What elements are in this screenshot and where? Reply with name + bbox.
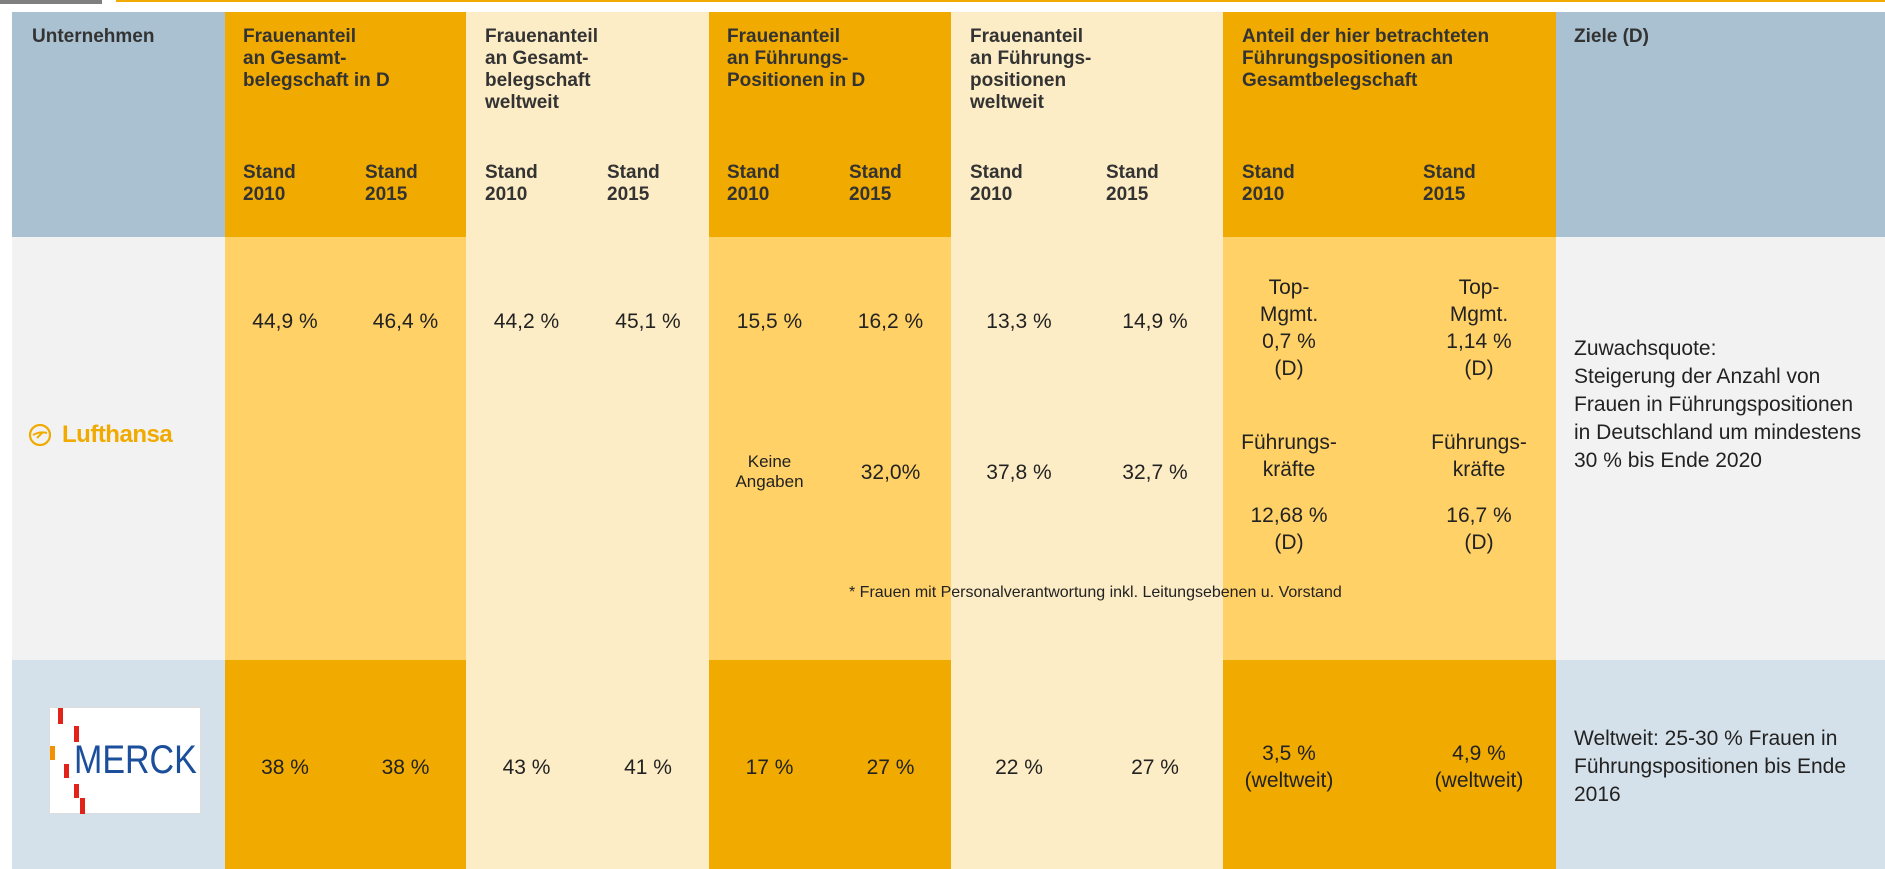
merck-text: MERCK bbox=[74, 738, 197, 782]
cell-bg bbox=[1556, 660, 1885, 869]
cell-bg bbox=[225, 660, 466, 869]
value: 12,68 % (D) bbox=[1250, 504, 1328, 554]
lufthansa-text: Lufthansa bbox=[62, 421, 173, 448]
cell-bg bbox=[466, 660, 709, 869]
value: 22 % bbox=[995, 755, 1043, 779]
value: 44,9 % bbox=[252, 309, 318, 333]
header-group-title: Frauenanteil an Führungs- positionen wel… bbox=[970, 26, 1092, 113]
value: 17 % bbox=[745, 755, 794, 779]
logo-bar bbox=[64, 764, 69, 778]
value: 27 % bbox=[1131, 755, 1179, 779]
value: 41 % bbox=[624, 755, 672, 779]
cell-bg bbox=[951, 12, 1223, 237]
value: 16,2 % bbox=[857, 309, 924, 333]
value: 14,9 % bbox=[1122, 309, 1188, 333]
footnote: * Frauen mit Personalverantwortung inkl.… bbox=[849, 584, 1342, 601]
value: 38 % bbox=[381, 755, 430, 779]
header-stand: Stand 2015 bbox=[365, 162, 418, 205]
header-stand: Stand 2010 bbox=[727, 162, 780, 205]
lufthansa-logo: Lufthansa bbox=[28, 420, 218, 450]
header-group-title: Frauenanteil an Gesamt- belegschaft welt… bbox=[485, 26, 598, 113]
value: Führungs- kräfte bbox=[1431, 431, 1527, 481]
cell-bg bbox=[951, 660, 1223, 869]
cell-bg bbox=[466, 237, 709, 660]
value: 45,1 % bbox=[615, 309, 681, 333]
header-group-title: Anteil der hier betrachteten Führungspos… bbox=[1242, 26, 1490, 91]
header-goals: Ziele (D) bbox=[1574, 26, 1649, 47]
value: Top- Mgmt. 0,7 % (D) bbox=[1259, 276, 1319, 380]
value: Führungs- kräfte bbox=[1241, 431, 1337, 481]
header-stand: Stand 2015 bbox=[1423, 162, 1476, 205]
logo-bar bbox=[80, 798, 85, 814]
top-bar bbox=[0, 0, 102, 4]
value: 43 % bbox=[502, 755, 551, 779]
value: 15,5 % bbox=[736, 309, 803, 333]
header-stand: Stand 2015 bbox=[607, 162, 660, 205]
header-company: Unternehmen bbox=[32, 26, 155, 47]
header-stand: Stand 2010 bbox=[1242, 162, 1295, 205]
cell-bg bbox=[709, 12, 951, 237]
logo-bar bbox=[74, 726, 79, 742]
lufthansa-crane bbox=[28, 423, 52, 447]
merck-logo: MERCK bbox=[49, 707, 201, 814]
goals-text: Weltweit: 25-30 % Frauen in Führungsposi… bbox=[1574, 727, 1847, 806]
value: 3,5 % (weltweit) bbox=[1244, 742, 1334, 792]
cell-bg bbox=[709, 237, 951, 660]
header-stand: Stand 2010 bbox=[243, 162, 296, 205]
cell-bg bbox=[12, 237, 225, 660]
cell-bg bbox=[951, 237, 1223, 660]
logo-bar bbox=[58, 708, 63, 724]
cell-bg bbox=[709, 660, 951, 869]
logo-bar bbox=[50, 746, 55, 760]
header-stand: Stand 2015 bbox=[849, 162, 902, 205]
value: 16,7 % (D) bbox=[1446, 504, 1512, 554]
cell-bg bbox=[1223, 12, 1556, 237]
value: Top- Mgmt. 1,14 % (D) bbox=[1446, 276, 1512, 380]
cell-bg bbox=[1223, 237, 1556, 660]
value: 4,9 % (weltweit) bbox=[1434, 742, 1524, 792]
header-group-title: Frauenanteil an Gesamt- belegschaft in D bbox=[243, 26, 390, 91]
value: 27 % bbox=[866, 755, 915, 779]
value: 38 % bbox=[261, 755, 309, 779]
cell-bg bbox=[1556, 237, 1885, 660]
header-stand: Stand 2015 bbox=[1106, 162, 1159, 205]
cell-bg bbox=[12, 12, 225, 237]
value: Keine Angaben bbox=[735, 452, 804, 491]
cell-bg bbox=[466, 12, 709, 237]
goals-text: Zuwachsquote: Steigerung der Anzahl von … bbox=[1574, 337, 1862, 472]
cell-bg bbox=[225, 237, 466, 660]
header-group-title: Frauenanteil an Führungs- Positionen in … bbox=[727, 26, 866, 91]
value: 46,4 % bbox=[372, 309, 439, 333]
logo-bar bbox=[74, 784, 79, 798]
value: 32,7 % bbox=[1122, 460, 1188, 484]
cell-bg bbox=[225, 12, 466, 237]
value: 37,8 % bbox=[986, 460, 1052, 484]
value: 44,2 % bbox=[493, 309, 560, 333]
value: 32,0% bbox=[860, 460, 921, 484]
cell-bg bbox=[1556, 12, 1885, 237]
top-line bbox=[116, 0, 1885, 2]
header-stand: Stand 2010 bbox=[485, 162, 538, 205]
value: 13,3 % bbox=[986, 309, 1052, 333]
cell-bg bbox=[1223, 660, 1556, 869]
header-stand: Stand 2010 bbox=[970, 162, 1023, 205]
